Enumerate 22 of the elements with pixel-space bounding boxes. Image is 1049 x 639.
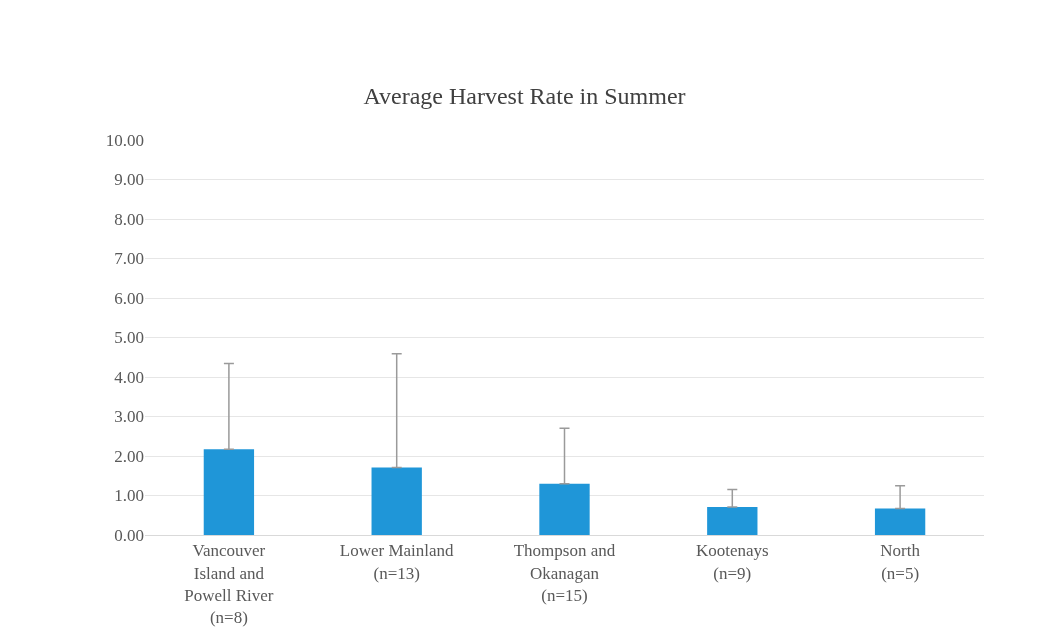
chart-title: Average Harvest Rate in Summer (363, 83, 686, 110)
y-tick-label: 0.00 (114, 525, 144, 545)
y-tick-label: 4.00 (114, 367, 144, 387)
y-tick-label: 5.00 (114, 328, 144, 348)
y-tick-label: 3.00 (114, 407, 144, 427)
x-tick-label: Lower Mainland (n=13) (339, 541, 455, 583)
y-tick-label: 10.00 (105, 130, 144, 150)
y-tick-label: 8.00 (114, 209, 144, 229)
x-tick-label: Kootenays (n=9) (695, 541, 769, 583)
x-tick-label: Vancouver Island and Powell River (n=8) (184, 541, 274, 627)
bar (874, 508, 926, 535)
bar (539, 483, 590, 535)
y-tick-label: 7.00 (114, 249, 144, 269)
x-tick-label: Thompson and Okanagan (n=15) (513, 541, 616, 605)
x-tick-label: North (n=5) (880, 541, 921, 583)
bar (203, 449, 255, 535)
y-tick-label: 2.00 (114, 446, 144, 466)
y-tick-label: 1.00 (114, 486, 144, 506)
y-tick-label: 6.00 (114, 288, 144, 308)
y-tick-label: 9.00 (114, 170, 144, 190)
bar (707, 506, 758, 535)
bar (371, 467, 422, 535)
